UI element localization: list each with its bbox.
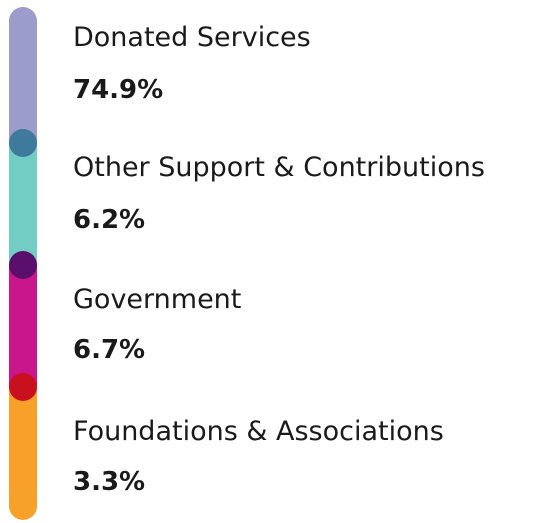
item-value: 6.2% — [73, 205, 145, 235]
junction-dot — [9, 251, 37, 279]
bar-segment — [9, 7, 37, 143]
item-value: 3.3% — [73, 467, 145, 497]
item-value: 6.7% — [73, 335, 145, 365]
bar-segment — [9, 265, 37, 387]
bar-segment — [9, 143, 37, 265]
item-label: Donated Services — [73, 22, 311, 53]
item-value: 74.9% — [73, 75, 163, 105]
junction-dot — [9, 129, 37, 157]
item-label: Other Support & Contributions — [73, 152, 485, 183]
item-label: Government — [73, 284, 241, 315]
bar-segment — [9, 387, 37, 520]
bar — [9, 7, 37, 520]
item-label: Foundations & Associations — [73, 416, 444, 447]
junction-dot — [9, 373, 37, 401]
